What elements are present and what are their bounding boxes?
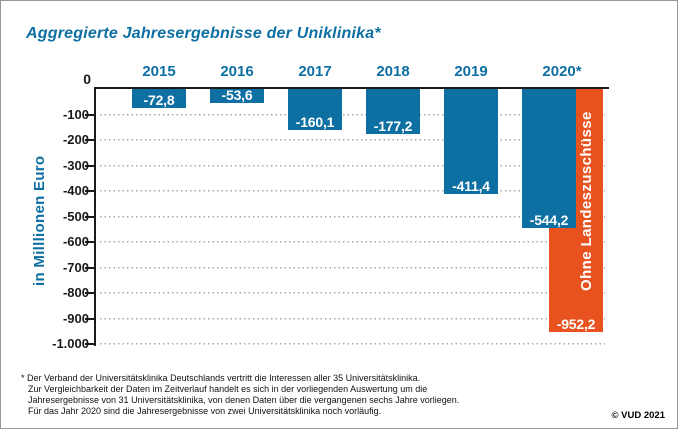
y-tick: [85, 266, 94, 269]
y-tick-label: -1.000: [52, 336, 89, 351]
gridline: [100, 139, 605, 141]
y-tick-label: -800: [62, 285, 89, 300]
year-label-2017: 2017: [298, 63, 332, 80]
bar-2015: -72,8: [132, 89, 186, 108]
footnote: * Der Verband der Universitätsklinika De…: [21, 373, 491, 417]
gridline: [100, 164, 605, 167]
y-tick-label: -300: [62, 157, 89, 173]
footnote-line: * Der Verband der Universitätsklinika De…: [21, 373, 421, 383]
y-tick-label: -500: [62, 208, 89, 224]
bar-value-label: -53,6: [221, 86, 253, 103]
special-bar-annotation: Ohne Landeszuschüsse: [578, 111, 595, 291]
y-tick-label: -600: [62, 234, 89, 249]
bar-value-label: -544,2: [529, 211, 569, 228]
gridline: [100, 343, 605, 345]
year-label-2018: 2018: [376, 63, 410, 80]
bar-2018: -177,2: [366, 89, 420, 135]
footnote-line: Für das Jahr 2020 sind die Jahresergebni…: [28, 406, 382, 416]
y-axis-zero-label: 0: [83, 71, 91, 87]
bar-value-label: -411,4: [452, 177, 490, 194]
y-tick: [85, 241, 94, 243]
bar-value-label: -177,2: [373, 118, 413, 135]
gridline: [100, 317, 605, 320]
bar-2017: -160,1: [288, 89, 342, 130]
bar-2019: -411,4: [444, 89, 498, 194]
y-tick-label: -100: [62, 106, 89, 122]
year-label-2015: 2015: [142, 63, 176, 80]
y-tick-label: -700: [62, 259, 89, 275]
y-tick: [85, 292, 94, 294]
gridline: [100, 292, 605, 294]
y-tick: [85, 343, 94, 345]
bar-value-label: -72,8: [143, 91, 175, 108]
gridline: [100, 190, 605, 192]
bar-value-label: -952,2: [556, 315, 596, 332]
gridline: [100, 113, 605, 116]
footnote-line: Zur Vergleichbarkeit der Daten im Zeitve…: [28, 384, 428, 394]
copyright-notice: © VUD 2021: [611, 410, 665, 421]
bar-2016: -53,6: [210, 86, 264, 103]
y-tick-label: -900: [62, 310, 89, 326]
year-label-2019: 2019: [454, 63, 488, 80]
chart-title: Aggregierte Jahresergebnisse der Uniklin…: [26, 25, 381, 42]
y-tick: [85, 317, 94, 320]
y-tick: [85, 164, 94, 167]
y-tick: [85, 190, 94, 192]
y-tick: [85, 215, 94, 218]
y-tick: [85, 139, 94, 141]
y-tick: [85, 113, 94, 116]
gridline: [100, 215, 605, 218]
year-label-2016: 2016: [220, 63, 254, 80]
footnote-line: Jahresergebnisse von 31 Universitätsklin…: [28, 395, 460, 405]
gridline: [100, 241, 605, 243]
year-label-2020: 2020*: [542, 63, 582, 80]
bar-value-label: -160,1: [295, 113, 335, 130]
gridline: [100, 266, 605, 269]
y-axis-line: [94, 87, 96, 346]
zero-baseline: [94, 87, 609, 89]
bar-2020: -544,2: [522, 89, 576, 228]
y-tick-label: -200: [62, 132, 89, 147]
y-tick-label: -400: [62, 183, 89, 198]
